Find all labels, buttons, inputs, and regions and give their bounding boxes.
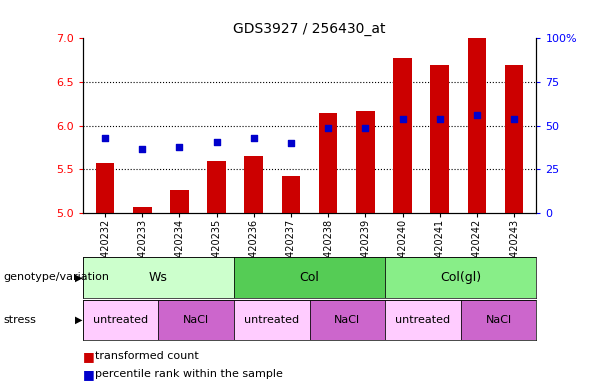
Point bbox=[360, 125, 370, 131]
Bar bbox=[430, 65, 449, 213]
Bar bbox=[158, 300, 234, 340]
Point bbox=[211, 139, 221, 146]
Text: Ws: Ws bbox=[149, 271, 168, 284]
Bar bbox=[461, 300, 536, 340]
Text: ▶: ▶ bbox=[75, 272, 82, 283]
Text: genotype/variation: genotype/variation bbox=[3, 272, 109, 283]
Text: NaCl: NaCl bbox=[334, 314, 360, 325]
Text: ■: ■ bbox=[83, 350, 94, 363]
Bar bbox=[234, 257, 385, 298]
Text: stress: stress bbox=[3, 314, 36, 325]
Text: NaCl: NaCl bbox=[183, 314, 209, 325]
Bar bbox=[356, 111, 375, 213]
Bar bbox=[207, 161, 226, 213]
Point bbox=[137, 146, 147, 152]
Point bbox=[175, 144, 185, 150]
Bar bbox=[83, 300, 158, 340]
Text: Col(gl): Col(gl) bbox=[440, 271, 481, 284]
Text: ■: ■ bbox=[83, 368, 94, 381]
Text: Col: Col bbox=[300, 271, 319, 284]
Bar bbox=[468, 38, 486, 213]
Text: percentile rank within the sample: percentile rank within the sample bbox=[95, 369, 283, 379]
Bar bbox=[385, 257, 536, 298]
Title: GDS3927 / 256430_at: GDS3927 / 256430_at bbox=[234, 22, 386, 36]
Bar bbox=[310, 300, 385, 340]
Point bbox=[398, 116, 408, 122]
Bar bbox=[234, 300, 310, 340]
Point bbox=[100, 135, 110, 141]
Bar bbox=[83, 257, 234, 298]
Text: untreated: untreated bbox=[93, 314, 148, 325]
Text: ▶: ▶ bbox=[75, 314, 82, 325]
Text: untreated: untreated bbox=[244, 314, 299, 325]
Bar bbox=[319, 113, 337, 213]
Point bbox=[249, 135, 259, 141]
Point bbox=[435, 116, 444, 122]
Bar bbox=[133, 207, 151, 213]
Text: untreated: untreated bbox=[395, 314, 451, 325]
Text: NaCl: NaCl bbox=[485, 314, 512, 325]
Point bbox=[472, 112, 482, 118]
Point bbox=[323, 125, 333, 131]
Bar bbox=[245, 156, 263, 213]
Point bbox=[509, 116, 519, 122]
Bar bbox=[504, 65, 524, 213]
Text: transformed count: transformed count bbox=[95, 351, 199, 361]
Point bbox=[286, 140, 296, 146]
Bar bbox=[96, 163, 115, 213]
Bar bbox=[385, 300, 461, 340]
Bar bbox=[170, 190, 189, 213]
Bar bbox=[393, 58, 412, 213]
Bar bbox=[282, 176, 300, 213]
